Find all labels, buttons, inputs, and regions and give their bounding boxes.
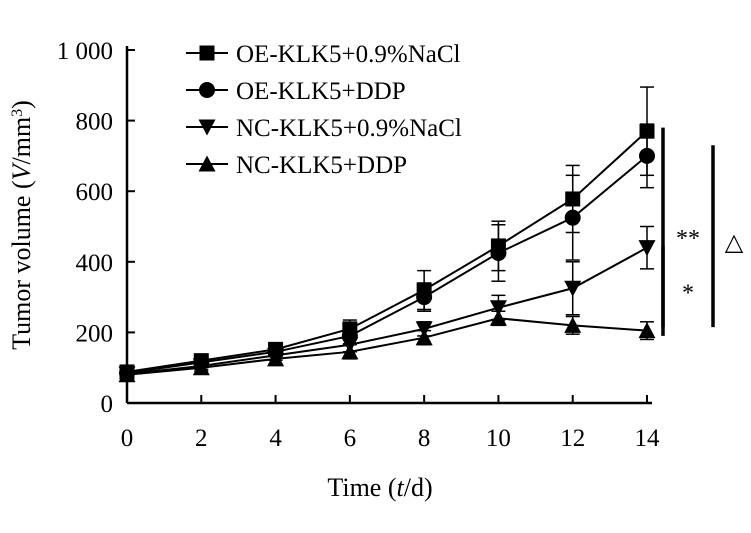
triangle-up-marker	[267, 350, 285, 367]
x-tick-label: 14	[635, 425, 661, 452]
triangle-up-marker	[192, 359, 210, 376]
significance-label: △	[725, 230, 744, 256]
x-tick-label: 10	[486, 425, 511, 452]
significance-label: *	[682, 281, 694, 307]
series-4	[118, 309, 656, 383]
y-tick-label: 200	[76, 320, 114, 347]
significance-label: **	[676, 226, 700, 252]
legend-label: NC-KLK5+0.9%NaCl	[236, 115, 462, 142]
tick-labels: 0 2 4 6 8 10 12 14 0 200 400 600 800 1 000	[57, 38, 660, 452]
triangle-up-marker	[118, 366, 136, 383]
y-axis-label: Tumor volume (V/mm3)	[7, 100, 36, 350]
x-tick-label: 6	[344, 425, 357, 452]
x-axis-label: Time (t/d)	[327, 473, 432, 502]
legend-item: OE-KLK5+DDP	[186, 78, 406, 105]
triangle-up-marker	[564, 316, 582, 333]
series-line	[126, 130, 648, 373]
triangle-up-marker	[489, 309, 507, 326]
legend-item: OE-KLK5+0.9%NaCl	[186, 41, 461, 68]
legend: OE-KLK5+0.9%NaCl OE-KLK5+DDP NC-KLK5+0.9%N…	[186, 41, 462, 179]
triangle-down-marker	[198, 119, 216, 136]
legend-item: NC-KLK5+0.9%NaCl	[186, 115, 462, 142]
y-tick-label: 800	[76, 109, 114, 136]
square-marker	[199, 45, 215, 61]
y-tick-label: 600	[76, 179, 114, 206]
circle-marker	[416, 289, 433, 306]
circle-marker	[199, 82, 215, 98]
significance-annotations: ***△	[661, 127, 744, 336]
circle-marker	[639, 147, 655, 164]
legend-item: NC-KLK5+DDP	[186, 152, 407, 179]
circle-marker	[490, 244, 507, 261]
legend-label: NC-KLK5+DDP	[236, 152, 407, 179]
triangle-up-marker	[198, 155, 216, 172]
triangle-up-marker	[638, 322, 656, 339]
y-tick-label: 1 000	[57, 38, 113, 65]
series-line	[126, 155, 648, 374]
triangle-down-marker	[638, 240, 656, 257]
series-layer	[118, 86, 656, 383]
tick-marks	[127, 49, 648, 403]
legend-label: OE-KLK5+0.9%NaCl	[236, 41, 461, 68]
x-tick-label: 8	[418, 425, 431, 452]
y-tick-label: 0	[101, 391, 114, 418]
circle-marker	[564, 209, 581, 226]
axes	[125, 46, 652, 405]
legend-label: OE-KLK5+DDP	[236, 78, 406, 105]
series-line	[126, 317, 648, 376]
series-2	[119, 123, 655, 381]
x-tick-label: 0	[121, 425, 134, 452]
x-tick-label: 2	[195, 425, 208, 452]
x-tick-label: 12	[560, 425, 585, 452]
triangle-down-marker	[489, 300, 507, 317]
series-3	[118, 225, 656, 383]
series-line	[126, 246, 648, 376]
y-tick-label: 400	[76, 250, 114, 277]
triangle-down-marker	[564, 280, 582, 297]
x-tick-label: 4	[269, 425, 282, 452]
triangle-up-marker	[415, 329, 433, 346]
triangle-up-marker	[341, 343, 359, 360]
